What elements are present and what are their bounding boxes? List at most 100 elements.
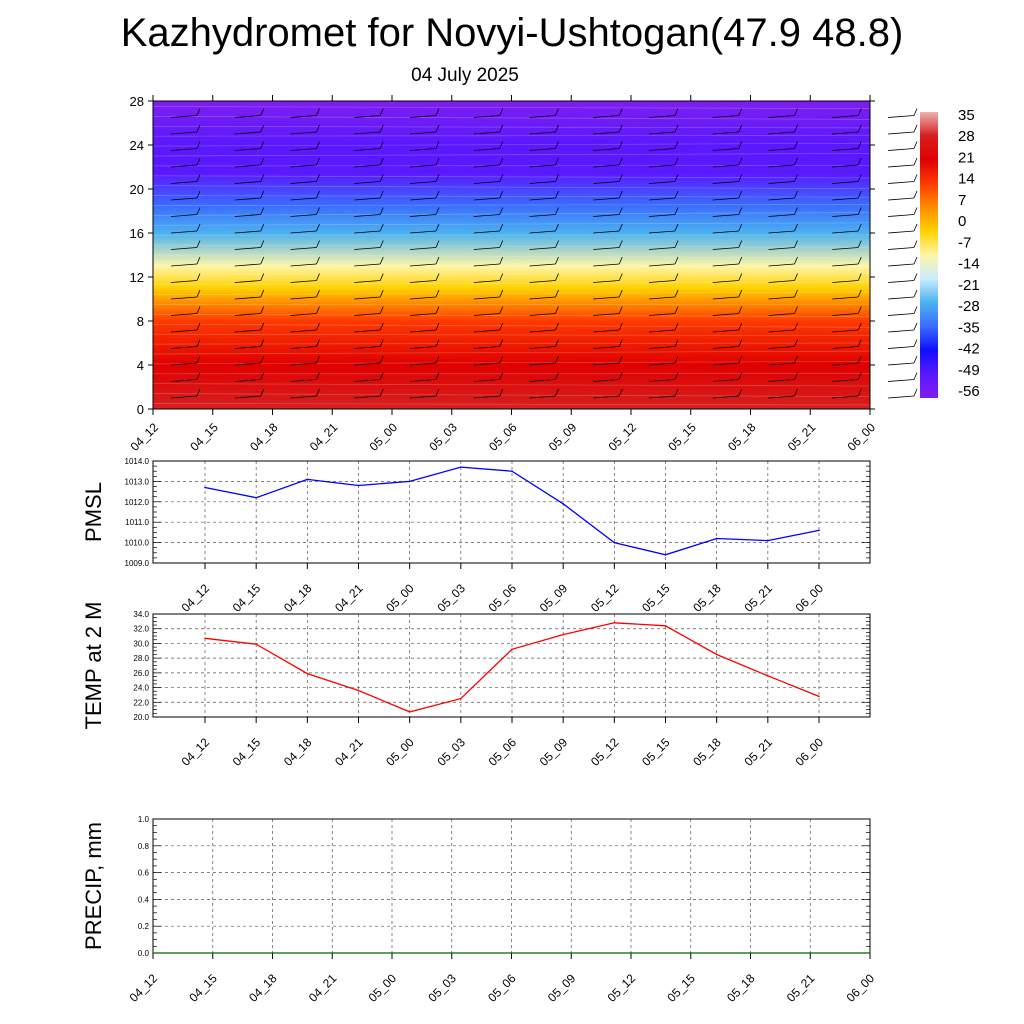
wind-barb — [712, 240, 743, 250]
wind-barb — [409, 157, 440, 168]
wind-barb — [648, 223, 679, 234]
colorbar-label: 14 — [958, 171, 975, 188]
wind-barb — [234, 124, 265, 135]
contour-line — [152, 254, 871, 259]
wind-barb-flag — [435, 207, 440, 215]
wind-barb — [593, 124, 623, 135]
wind-barb-flag — [499, 372, 504, 380]
wind-barb-shaft — [290, 197, 317, 201]
wind-barb — [529, 256, 559, 267]
wind-barb-shaft — [887, 247, 915, 250]
wind-barb-flag — [435, 174, 440, 182]
wind-barb-shaft — [170, 230, 198, 234]
wind-barb — [409, 289, 440, 300]
data-point — [869, 952, 871, 954]
wind-barb — [832, 322, 862, 333]
wind-barb — [409, 174, 440, 184]
contour-line — [152, 142, 871, 147]
wind-barb-flag — [196, 190, 201, 199]
wind-barb-flag — [618, 355, 623, 364]
wind-barb — [529, 190, 559, 201]
wind-barb-shaft — [712, 280, 739, 283]
wind-barb-flag — [738, 256, 743, 265]
wind-barb — [409, 256, 440, 267]
wind-barb-flag — [857, 108, 862, 116]
wind-barb-flag — [674, 355, 679, 364]
wind-barb — [170, 223, 201, 234]
wind-barb-flag — [499, 190, 504, 199]
wind-barb-shaft — [832, 115, 859, 118]
wind-barb-flag — [435, 289, 440, 298]
colorbar-label: 35 — [958, 107, 975, 124]
wind-barb-flag — [499, 388, 504, 397]
wind-barb — [473, 289, 504, 300]
data-point — [357, 689, 360, 692]
wind-barb-shaft — [712, 329, 739, 333]
wind-barb — [473, 322, 504, 333]
y-tick-label: 1.0 — [138, 815, 150, 824]
data-point — [391, 952, 393, 954]
wind-barb-shaft — [473, 230, 500, 234]
x-tick-label: 04_18 — [281, 735, 315, 769]
wind-barb-flag — [913, 223, 918, 232]
wind-barb-shaft — [712, 379, 739, 382]
wind-barb-flag — [260, 372, 265, 380]
wind-barb-shaft — [529, 395, 556, 399]
wind-barb-shaft — [593, 197, 620, 201]
wind-barb-shaft — [832, 329, 859, 333]
y-tick-label: 22.0 — [133, 698, 149, 707]
wind-barb-flag — [857, 157, 862, 166]
wind-barb-shaft — [290, 230, 317, 234]
wind-barb-shaft — [170, 197, 198, 201]
wind-barb-shaft — [529, 313, 556, 316]
wind-barb — [593, 256, 623, 267]
wind-barb — [170, 157, 201, 168]
x-tick-label: 04_15 — [187, 420, 221, 454]
wind-barb-shaft — [529, 131, 556, 135]
wind-barb-flag — [555, 108, 559, 116]
wind-barb-flag — [196, 256, 201, 265]
wind-barb — [832, 372, 862, 382]
wind-barb-shaft — [648, 214, 676, 217]
wind-barb-flag — [435, 388, 440, 397]
wind-barb-flag — [794, 372, 798, 380]
wind-barb-flag — [196, 240, 201, 248]
contour-line — [152, 185, 871, 190]
wind-barb — [712, 388, 743, 399]
wind-barb — [473, 124, 504, 135]
wind-barb-flag — [794, 174, 798, 182]
wind-barb-flag — [674, 339, 679, 347]
wind-barb-shaft — [234, 197, 261, 201]
wind-barb — [473, 388, 504, 399]
chart-title: Kazhydromet for Novyi-Ushtogan(47.9 48.8… — [120, 11, 904, 55]
data-point — [255, 643, 257, 645]
wind-barb — [887, 256, 918, 267]
wind-barb-shaft — [234, 164, 261, 168]
wind-barb — [712, 306, 743, 316]
wind-barb-shaft — [768, 263, 795, 267]
wind-barb — [887, 306, 918, 316]
y-axis-label: PRECIP, mm — [81, 822, 106, 950]
wind-barb-shaft — [832, 197, 859, 201]
wind-barb — [712, 372, 743, 382]
wind-barb-shaft — [832, 313, 859, 316]
wind-barb-flag — [674, 289, 679, 298]
wind-barb — [887, 355, 918, 366]
wind-barb-flag — [435, 240, 440, 248]
wind-barb — [234, 372, 265, 382]
wind-barb-shaft — [648, 148, 676, 151]
data-point — [809, 952, 812, 954]
wind-barb — [234, 190, 265, 201]
wind-barb — [593, 174, 623, 184]
wind-barb-flag — [618, 141, 623, 149]
x-tick-label: 05_06 — [485, 971, 519, 1005]
x-tick-label: 04_12 — [179, 581, 213, 615]
contour-line — [152, 264, 871, 267]
wind-barb — [234, 289, 265, 300]
wind-barb-flag — [913, 339, 918, 347]
wind-barb-shaft — [529, 164, 556, 168]
wind-barb — [529, 372, 559, 382]
wind-barb-shaft — [887, 115, 915, 118]
wind-barb — [593, 190, 623, 201]
wind-barb — [354, 289, 384, 300]
